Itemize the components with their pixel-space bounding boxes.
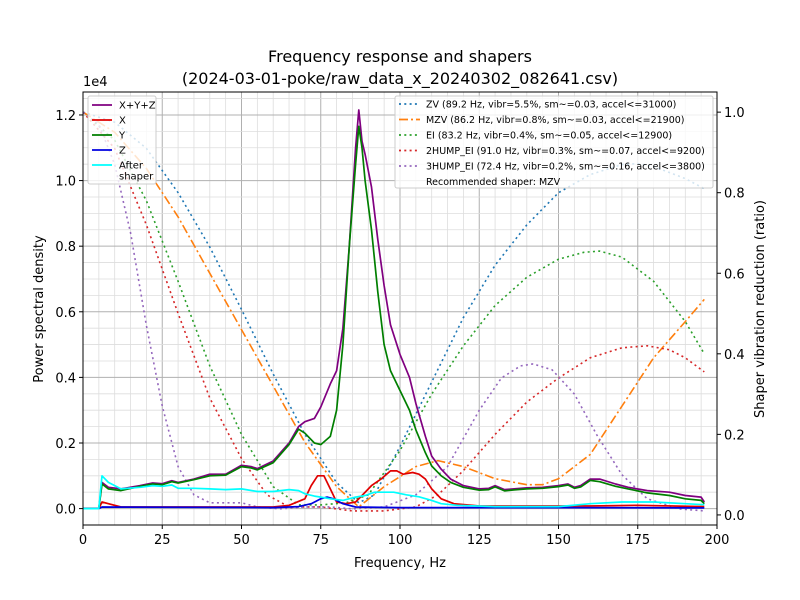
x-tick-label: 125 xyxy=(467,533,492,548)
shaper-legend-label: ZV (89.2 Hz, vibr=5.5%, sm~=0.03, accel<… xyxy=(426,100,676,111)
x-tick-label: 0 xyxy=(79,533,87,548)
y-left-axis-ticks: 0.0 0.2 0.4 0.6 0.8 1.0 1.2 xyxy=(55,109,83,518)
psd-legend-label: X xyxy=(119,116,126,127)
psd-legend-label: shaper xyxy=(119,172,154,183)
chart-title-line2: (2024-03-01-poke/raw_data_x_20240302_082… xyxy=(182,69,618,89)
y-left-tick-label: 1.2 xyxy=(55,109,76,124)
x-tick-label: 150 xyxy=(546,533,571,548)
x-tick-label: 25 xyxy=(154,533,171,548)
x-tick-label: 200 xyxy=(705,533,730,548)
shaper-legend-box xyxy=(394,95,714,189)
shaper-legend-label: 2HUMP_EI (91.0 Hz, vibr=0.3%, sm~=0.07, … xyxy=(426,146,705,157)
y-right-tick-label: 0.6 xyxy=(724,267,745,282)
shaper-legend: ZV (89.2 Hz, vibr=5.5%, sm~=0.03, accel<… xyxy=(394,95,714,189)
y-left-tick-label: 0.8 xyxy=(55,240,76,255)
shaper-line-1 xyxy=(82,111,705,508)
y-left-tick-label: 0.6 xyxy=(55,306,76,321)
y-right-tick-label: 0.8 xyxy=(724,187,745,202)
y-left-axis-label: Power spectral density xyxy=(32,235,47,383)
psd-legend-label: After xyxy=(119,161,144,172)
chart-title-line1: Frequency response and shapers xyxy=(268,47,532,66)
psd-legend-label: Y xyxy=(118,131,126,142)
shaper-legend-label: 3HUMP_EI (72.4 Hz, vibr=0.2%, sm~=0.16, … xyxy=(426,162,705,173)
x-axis-ticks: 0 25 50 75 100 125 150 175 200 xyxy=(79,525,730,548)
x-tick-label: 50 xyxy=(233,533,250,548)
psd-line-2 xyxy=(83,125,705,510)
y-left-tick-label: 1.0 xyxy=(55,175,76,190)
x-tick-label: 175 xyxy=(625,533,650,548)
y-right-tick-label: 1.0 xyxy=(724,106,745,121)
x-tick-label: 75 xyxy=(312,533,329,548)
y-right-tick-label: 0.4 xyxy=(724,348,745,363)
psd-legend-label: Z xyxy=(119,146,126,157)
y-left-tick-label: 0.2 xyxy=(55,437,76,452)
recommended-shaper-label: Recommended shaper: MZV xyxy=(426,177,561,188)
psd-legend-box xyxy=(87,95,157,185)
x-axis-label: Frequency, Hz xyxy=(354,556,446,571)
psd-line-4 xyxy=(83,474,705,510)
psd-legend-label: X+Y+Z xyxy=(119,101,156,112)
y-right-axis-label: Shaper vibration reduction (ratio) xyxy=(753,200,768,418)
y-right-tick-label: 0.2 xyxy=(724,428,745,443)
grid xyxy=(82,92,718,526)
psd-curves xyxy=(83,109,706,510)
x-tick-label: 100 xyxy=(388,533,413,548)
y-right-tick-label: 0.0 xyxy=(724,509,745,524)
shaper-legend-label: EI (83.2 Hz, vibr=0.4%, sm~=0.05, accel<… xyxy=(426,131,672,142)
y-right-axis-ticks: 0.0 0.2 0.4 0.6 0.8 1.0 xyxy=(717,106,745,524)
shaper-legend-label: MZV (86.2 Hz, vibr=0.8%, sm~=0.03, accel… xyxy=(426,115,685,126)
y-left-tick-label: 0.0 xyxy=(55,503,76,518)
y-offset-label: 1e4 xyxy=(83,75,108,90)
shaper-line-3 xyxy=(82,111,705,512)
y-left-tick-label: 0.4 xyxy=(55,371,76,386)
